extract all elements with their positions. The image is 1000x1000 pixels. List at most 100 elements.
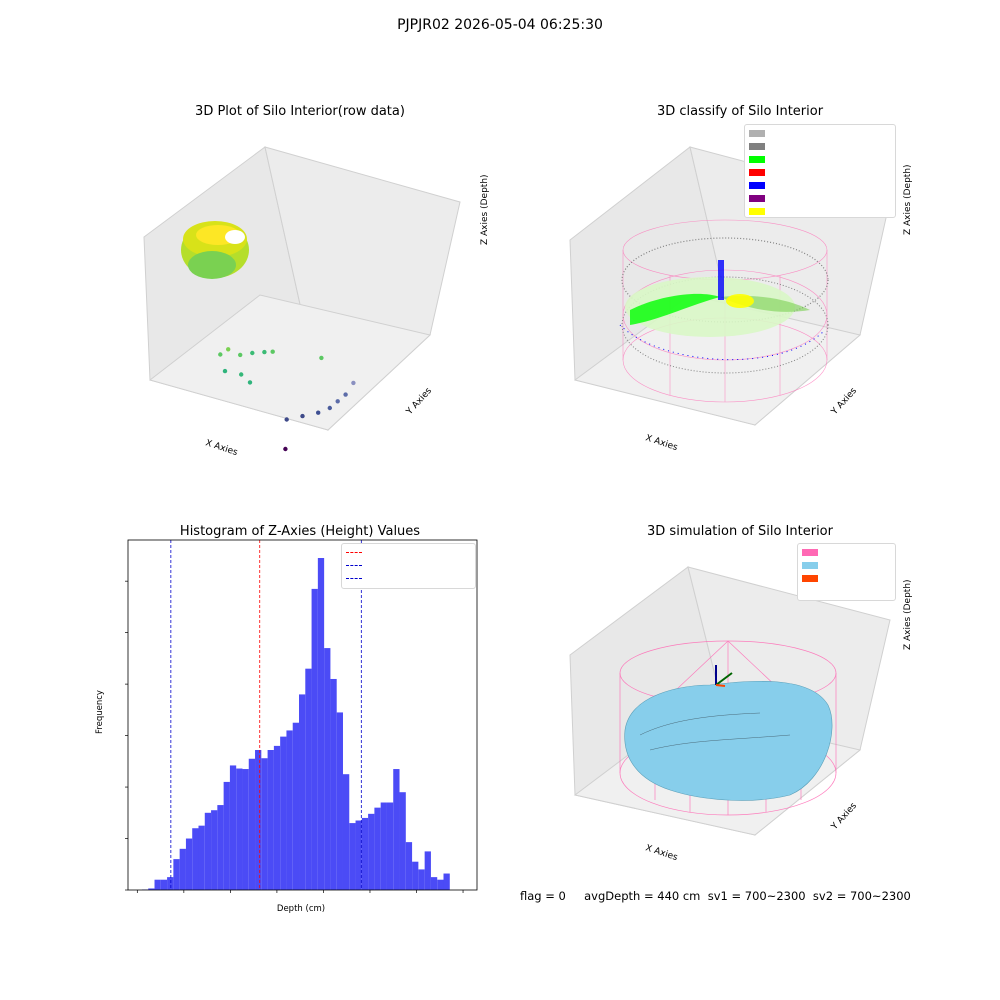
hist-bar xyxy=(192,828,199,890)
raw3d-point xyxy=(335,399,340,404)
sim3d-rice-surface xyxy=(624,680,833,801)
hist-bar xyxy=(248,758,256,890)
raw3d-point xyxy=(270,349,275,354)
hist-bar xyxy=(330,678,337,890)
raw3d-point xyxy=(351,380,356,386)
classify3d-legend-swatch xyxy=(749,169,765,176)
classify3d-ylabel: Y Axies xyxy=(829,386,859,418)
raw3d-axes-box xyxy=(143,146,461,431)
hist-bar xyxy=(443,873,450,890)
hist-bar xyxy=(393,769,400,890)
raw3d-point xyxy=(283,446,288,452)
classify3d-legend-swatch xyxy=(749,182,765,189)
classify3d-noise xyxy=(619,260,826,361)
hist-legend xyxy=(341,543,476,589)
raw3d-ylabel: Y Axies xyxy=(404,386,434,418)
classify3d-legend-swatch xyxy=(749,130,765,137)
hist-bar xyxy=(273,745,281,890)
classify3d-xlabel: X Axies xyxy=(644,433,679,453)
classify3d-legend-item xyxy=(749,179,891,192)
hist-bar xyxy=(242,769,249,890)
hist-lines xyxy=(170,540,362,890)
hist-bar xyxy=(223,781,230,890)
hist-bar xyxy=(418,869,425,890)
hist-bar xyxy=(217,805,224,890)
classify3d-legend xyxy=(744,124,896,218)
sim3d-title: 3D simulation of Silo Interior xyxy=(647,524,833,539)
raw3d-point xyxy=(262,349,267,355)
hist-legend-swatch xyxy=(346,578,362,579)
raw3d-point xyxy=(319,355,324,361)
hist-ylabel: Frequency xyxy=(95,690,105,734)
hist-legend-item xyxy=(346,572,471,585)
hist-bar xyxy=(148,888,155,890)
classify3d-rice-surface xyxy=(625,277,810,337)
hist-legend-swatch xyxy=(346,552,362,553)
hist-bar xyxy=(405,842,413,890)
hist-bars xyxy=(141,558,450,890)
hist-bar xyxy=(412,861,419,890)
hist-bar xyxy=(286,730,293,890)
classify3d-legend-swatch xyxy=(749,143,765,150)
status-footer: flag = 0 avgDepth = 440 cm sv1 = 700~230… xyxy=(520,889,911,903)
raw3d-point xyxy=(343,392,348,397)
raw3d-zlabel: Z Axies (Depth) xyxy=(480,174,490,245)
hist-bar xyxy=(292,722,300,890)
hist-bar xyxy=(173,859,180,890)
hist-bar xyxy=(167,877,174,890)
raw3d-point xyxy=(327,405,332,411)
sim3d-legend-swatch xyxy=(802,562,818,569)
classify3d-legend-item xyxy=(749,192,891,205)
classify3d-title: 3D classify of Silo Interior xyxy=(656,104,824,119)
hist-legend-item xyxy=(346,559,471,572)
hist-chart: Depth (cm) Frequency xyxy=(95,539,478,914)
classify3d-legend-item xyxy=(749,153,891,166)
classify3d-legend-item xyxy=(749,166,891,179)
hist-bar xyxy=(160,879,168,890)
sim3d-legend-item xyxy=(802,572,891,585)
hist-bar xyxy=(185,838,193,890)
hist-bar xyxy=(355,820,362,890)
classify3d-inner-wall xyxy=(621,237,829,374)
hist-x-ticks xyxy=(136,890,464,893)
hist-bar xyxy=(342,774,350,890)
hist-bar xyxy=(424,851,431,890)
classify3d-legend-swatch xyxy=(749,195,765,202)
classify3d-legend-swatch xyxy=(749,156,765,163)
raw3d-point xyxy=(238,352,243,358)
raw3d-point xyxy=(316,410,321,415)
classify3d-legend-item xyxy=(749,127,891,140)
sim3d-legend-swatch xyxy=(802,575,818,582)
sim3d-legend xyxy=(797,543,896,601)
sim3d-ylabel: Y Axies xyxy=(829,801,859,833)
raw3d-point xyxy=(226,347,231,352)
sim3d-legend-swatch xyxy=(802,549,818,556)
figure-title: PJPJR02 2026-05-04 06:25:30 xyxy=(397,17,603,33)
hist-bar xyxy=(368,813,375,890)
classify3d-legend-item xyxy=(749,205,891,218)
hist-bar xyxy=(361,817,369,890)
raw3d-point xyxy=(247,380,253,385)
raw3d-xlabel: X Axies xyxy=(204,438,239,458)
classify3d-zlabel: Z Axies (Depth) xyxy=(903,164,913,235)
hist-bar xyxy=(386,802,394,890)
hist-bar xyxy=(261,758,268,890)
hist-bar xyxy=(380,802,387,890)
raw3d-point xyxy=(284,417,289,422)
hist-bar xyxy=(336,712,343,890)
raw3d-chart: X Axies Y Axies Z Axies (Depth) xyxy=(143,146,490,458)
hist-bar xyxy=(299,694,306,890)
hist-bar xyxy=(255,750,262,890)
raw3d-silo-cloud xyxy=(181,221,249,279)
hist-title: Histogram of Z-Axies (Height) Values xyxy=(179,524,421,539)
hist-legend-item xyxy=(346,546,471,559)
sim3d-legend-item xyxy=(802,559,891,572)
raw3d-point xyxy=(239,372,244,377)
raw3d-point xyxy=(218,352,223,357)
hist-xlabel: Depth (cm) xyxy=(277,904,325,914)
hist-y-ticks xyxy=(125,580,128,891)
hist-bar xyxy=(311,588,318,890)
raw3d-points xyxy=(218,347,356,452)
classify3d-legend-swatch xyxy=(749,208,765,215)
hist-legend-swatch xyxy=(346,565,362,566)
